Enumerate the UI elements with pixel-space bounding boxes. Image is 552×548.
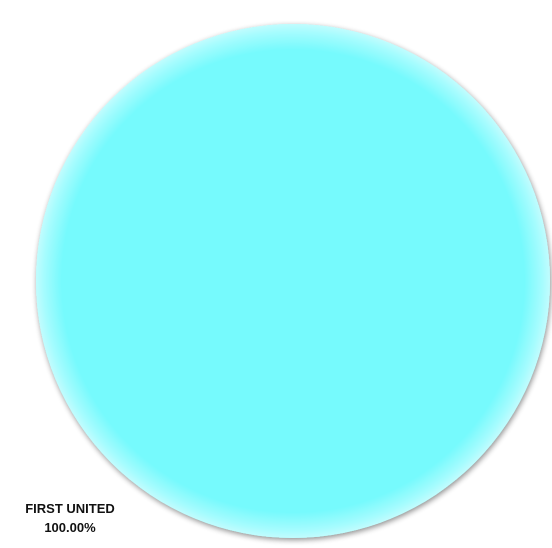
slice-label-value: 100.00% [44,520,96,535]
slice-label-name: FIRST UNITED [25,501,115,516]
pie-rim-highlight [36,24,550,538]
pie-slices [36,24,550,538]
